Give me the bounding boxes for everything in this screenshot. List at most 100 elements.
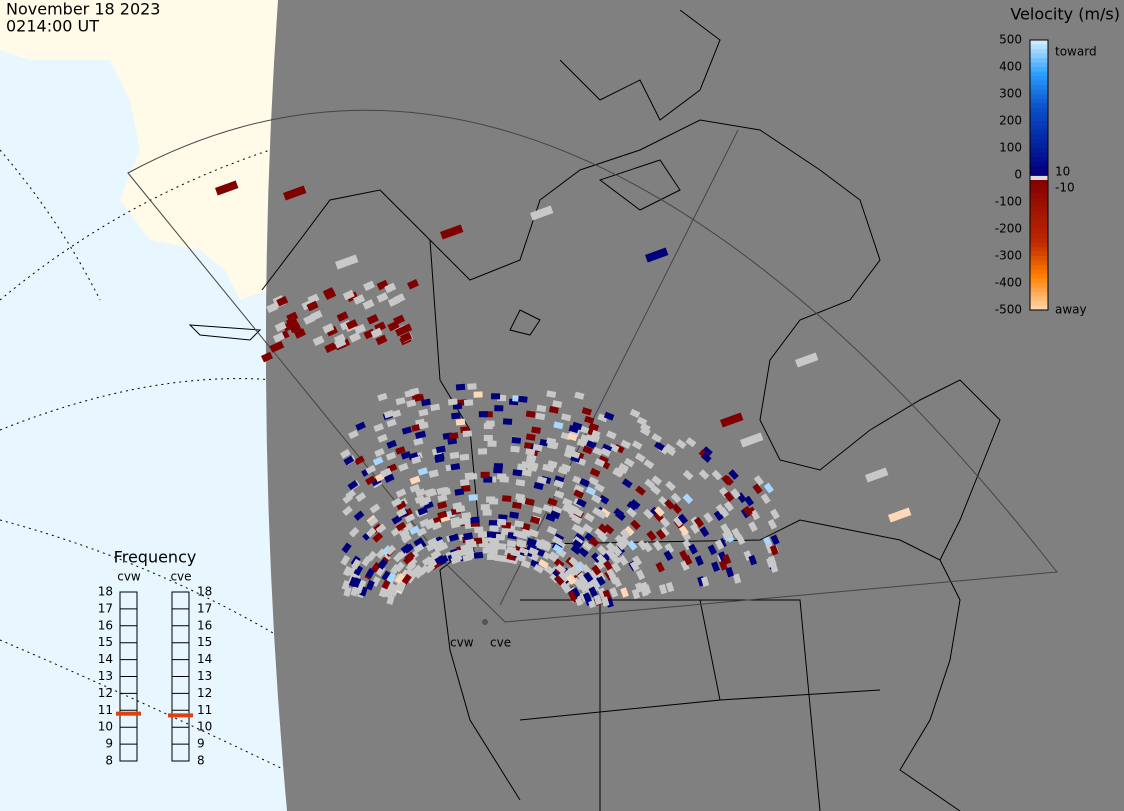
cell — [385, 451, 397, 461]
radar-name: cve — [170, 570, 191, 584]
cell — [650, 484, 662, 496]
color-step — [1030, 287, 1048, 293]
cell — [609, 587, 619, 598]
color-step — [1030, 251, 1048, 257]
cell — [463, 399, 474, 406]
cell — [538, 559, 549, 569]
cell — [365, 475, 376, 486]
cell — [653, 511, 664, 523]
color-step — [1030, 238, 1048, 243]
scale-tick-label: 100 — [999, 141, 1022, 155]
cell — [743, 495, 755, 507]
color-step — [1030, 143, 1048, 149]
cell — [707, 544, 717, 556]
cell — [294, 328, 307, 339]
cell — [548, 551, 560, 562]
color-step — [1030, 292, 1048, 297]
cell — [601, 443, 613, 453]
away-label: away — [1055, 303, 1087, 317]
scale-title: Velocity (m/s) — [1010, 5, 1120, 24]
cell — [644, 478, 655, 489]
cell — [588, 536, 600, 548]
radar-fan — [127, 109, 1058, 623]
cell — [376, 292, 389, 303]
cell — [477, 531, 488, 538]
cell — [598, 455, 609, 465]
cell — [529, 516, 541, 525]
cell — [760, 493, 771, 505]
cell — [591, 564, 602, 576]
cell — [515, 479, 526, 487]
night-region — [265, 0, 1124, 811]
cell — [215, 180, 239, 196]
cell — [664, 443, 676, 454]
cell — [689, 523, 700, 535]
cell — [682, 469, 694, 481]
color-step — [1030, 121, 1048, 126]
color-step — [1030, 166, 1048, 171]
cell — [437, 501, 448, 510]
cell — [551, 535, 563, 546]
cell — [410, 475, 421, 485]
cell — [536, 476, 548, 485]
cell — [342, 565, 353, 577]
cell — [376, 279, 389, 291]
cell — [347, 480, 359, 491]
cell — [589, 433, 601, 443]
cell — [276, 295, 289, 307]
cell — [769, 562, 779, 573]
cell — [600, 447, 612, 457]
cell — [631, 440, 643, 450]
cell — [413, 537, 425, 548]
cell — [643, 508, 654, 520]
cell — [437, 494, 448, 503]
cell — [595, 509, 607, 520]
cell — [496, 543, 507, 550]
cell — [434, 455, 445, 463]
cell — [354, 455, 365, 466]
cell — [516, 539, 527, 548]
cell — [596, 553, 607, 565]
cell — [597, 413, 609, 423]
cell — [506, 539, 517, 548]
color-step — [1030, 184, 1048, 189]
cell — [464, 472, 475, 480]
cell — [582, 523, 594, 534]
cell — [385, 544, 397, 556]
cell — [663, 550, 674, 561]
cell — [612, 467, 623, 478]
cell — [555, 563, 567, 575]
cell — [435, 445, 446, 454]
cell — [345, 319, 358, 330]
color-step — [1030, 197, 1048, 203]
cell — [509, 511, 519, 519]
cell — [553, 421, 564, 430]
land — [0, 0, 278, 300]
cell — [459, 478, 470, 486]
cell — [524, 498, 535, 506]
cell — [721, 474, 732, 486]
cell — [353, 294, 366, 305]
cell — [525, 455, 536, 464]
cell — [567, 432, 578, 442]
cell — [377, 558, 388, 570]
cell — [572, 507, 584, 518]
cell — [398, 462, 409, 472]
cell — [702, 446, 713, 457]
color-step — [1030, 193, 1048, 198]
color-step — [1030, 58, 1048, 63]
cell — [627, 540, 638, 551]
cell — [495, 533, 506, 541]
cell — [322, 287, 335, 298]
cell — [582, 445, 593, 455]
cell — [636, 416, 648, 427]
cell — [395, 573, 406, 584]
cell — [413, 437, 424, 446]
color-step — [1030, 265, 1048, 270]
cell — [795, 352, 819, 368]
cell — [474, 526, 484, 534]
cell — [654, 441, 665, 452]
cell — [546, 390, 557, 398]
cell — [551, 505, 563, 515]
scale-tick-label: -200 — [995, 222, 1022, 236]
